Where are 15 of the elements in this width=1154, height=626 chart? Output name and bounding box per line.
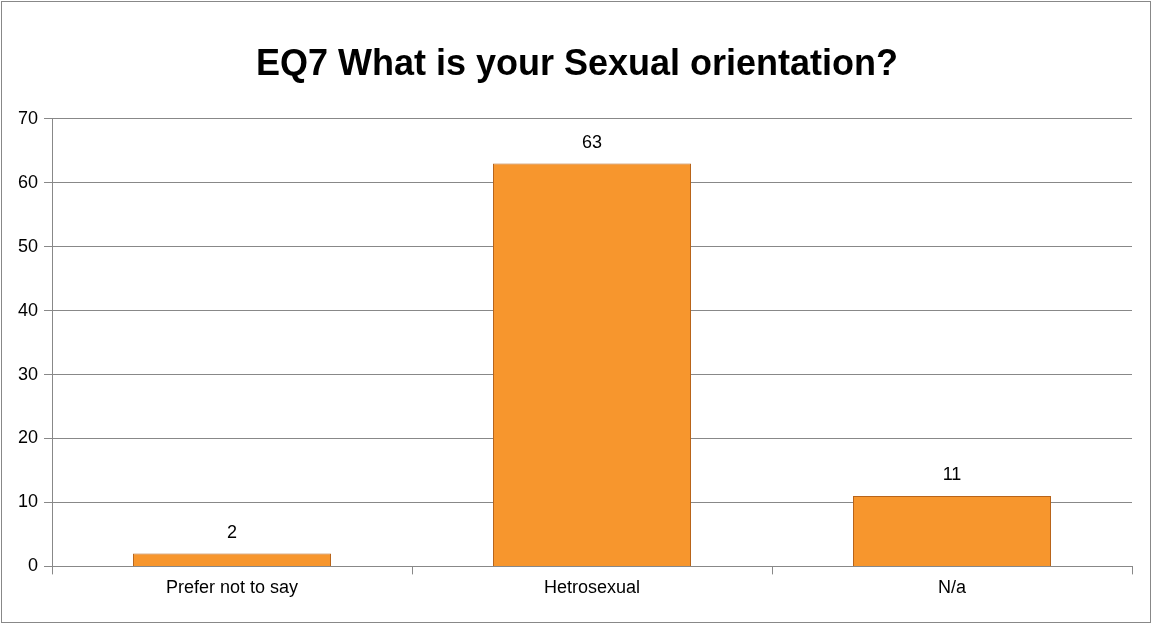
y-tick-label: 30 (17, 363, 39, 384)
y-tick-label: 20 (17, 427, 39, 448)
y-tick-label: 60 (17, 171, 39, 192)
x-tick-label: Hetrosexual (543, 577, 641, 598)
x-tick-label: N/a (938, 577, 967, 598)
y-tick-label: 70 (17, 107, 39, 128)
y-tick-label: 50 (17, 235, 39, 256)
chart-title: EQ7 What is your Sexual orientation? (254, 42, 900, 84)
y-tick-label: 40 (17, 299, 39, 320)
y-tick-label: 0 (28, 555, 39, 576)
y-tick-label: 10 (17, 491, 39, 512)
data-label: 63 (582, 131, 603, 152)
data-label: 2 (227, 521, 238, 542)
data-label: 11 (942, 464, 962, 485)
x-tick-label: Prefer not to say (165, 577, 299, 598)
